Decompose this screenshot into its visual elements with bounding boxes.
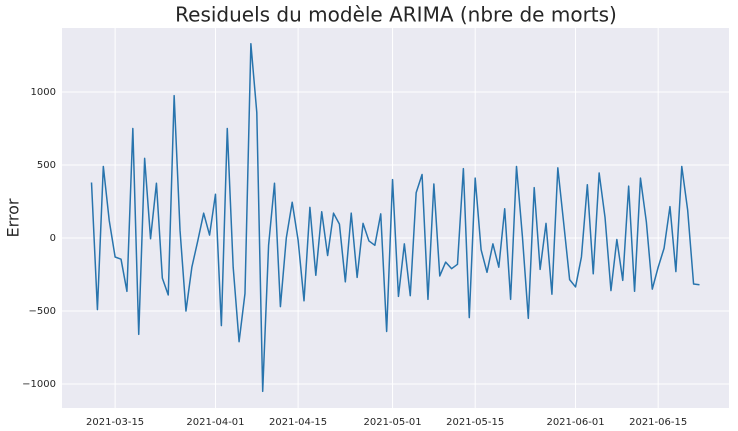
x-tick-label: 2021-05-15 (446, 417, 504, 428)
line (90, 43, 700, 393)
y-tick-label: 1000 (31, 87, 56, 98)
x-tick-label: 2021-05-01 (363, 417, 421, 428)
chart-title: Residuels du modèle ARIMA (nbre de morts… (175, 3, 617, 27)
x-tick-label: 2021-06-15 (629, 417, 687, 428)
y-tick-label: 500 (37, 160, 56, 171)
plot-area (62, 28, 729, 408)
x-tick-label: 2021-06-01 (546, 417, 604, 428)
y-tick-label: −500 (29, 306, 56, 317)
x-tick-label: 2021-04-01 (186, 417, 244, 428)
y-axis-label: Error (4, 198, 23, 237)
y-tick-label: 0 (50, 233, 56, 244)
x-tick-label: 2021-03-15 (86, 417, 144, 428)
y-tick-label: −1000 (22, 379, 56, 390)
x-tick-label: 2021-04-15 (269, 417, 327, 428)
